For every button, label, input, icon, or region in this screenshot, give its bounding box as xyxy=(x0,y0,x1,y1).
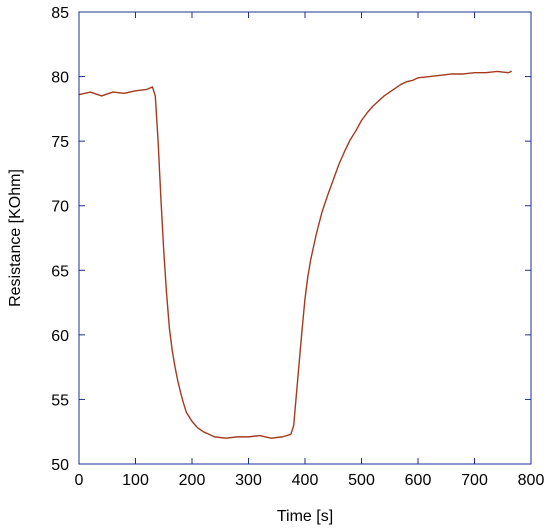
y-tick-label: 85 xyxy=(51,5,69,22)
x-tick-label: 800 xyxy=(518,472,545,489)
y-tick-label: 75 xyxy=(51,134,69,151)
x-tick-label: 500 xyxy=(348,472,375,489)
y-axis-title: Resistance [KOhm] xyxy=(7,169,24,307)
x-tick-label: 300 xyxy=(235,472,262,489)
x-axis-title: Time [s] xyxy=(277,508,333,525)
y-tick-label: 60 xyxy=(51,328,69,345)
x-tick-label: 100 xyxy=(122,472,149,489)
x-tick-label: 600 xyxy=(405,472,432,489)
tick-labels: 0 100 200 300 400 500 600 700 800 50 55 60 65 70 75 80 8… xyxy=(51,5,544,489)
x-tick-label: 0 xyxy=(75,472,84,489)
x-tick-label: 200 xyxy=(179,472,206,489)
x-tick-label: 400 xyxy=(292,472,319,489)
y-tick-label: 80 xyxy=(51,70,69,87)
x-tick-label: 700 xyxy=(461,472,488,489)
y-tick-label: 55 xyxy=(51,392,69,409)
series-line-0 xyxy=(78,70,512,439)
y-tick-label: 70 xyxy=(51,199,69,216)
plot-frame xyxy=(78,11,532,465)
y-tick-label: 65 xyxy=(51,263,69,280)
series-layer xyxy=(78,70,512,439)
y-tick-label: 50 xyxy=(51,457,69,474)
plot-area xyxy=(79,12,531,464)
